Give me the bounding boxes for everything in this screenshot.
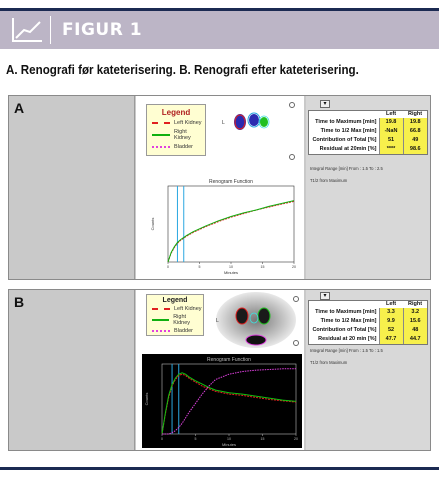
panel-b-viewer: Legend Left Kidney Right Kidney Bladder … (136, 290, 304, 450)
roi-label: L (216, 318, 219, 324)
series-line (161, 372, 297, 435)
panel-a: A Legend Left Kidney Right Kidney Bladde… (8, 95, 431, 280)
x-tick-label: 5 (195, 437, 197, 441)
table-row: Contribution of Total [%] 52 48 (309, 326, 427, 335)
panel-letter: B (14, 294, 25, 310)
chart-title: Renogram Function (207, 357, 251, 363)
x-axis-label: Minutes (224, 270, 238, 275)
x-tick-label: 15 (261, 437, 265, 441)
panel-letter: A (14, 100, 25, 116)
panel-b: B Legend Left Kidney Right Kidney Bladde… (8, 289, 431, 451)
x-tick-label: 10 (229, 265, 233, 269)
x-tick-label: 5 (199, 265, 201, 269)
legend-box: Legend Left Kidney Right Kidney Bladder (146, 104, 206, 156)
renogram-plot: Renogram Function Counts Minutes 0 5 10 15 20 (148, 176, 300, 276)
legend-box: Legend Left Kidney Right Kidney Bladder (146, 294, 204, 336)
x-tick-label: 20 (292, 265, 296, 269)
y-axis-label: Counts (144, 393, 149, 406)
panel-a-side: A (9, 96, 135, 279)
view-radio[interactable] (293, 340, 299, 346)
col-right-header: Right (403, 111, 427, 118)
kidney-scan-image: L (216, 292, 296, 348)
kidney-scan-image: L (222, 112, 270, 130)
panel-b-results-area: ▾ Left Right Time to Maximum [min] 3.3 3.2 … (306, 290, 430, 450)
x-axis-label: Minutes (222, 442, 236, 447)
t12-note: T1/2 from Maximum (310, 360, 348, 365)
panel-a-viewer: Legend Left Kidney Right Kidney Bladder … (136, 96, 304, 279)
series-line (167, 200, 295, 263)
figure-caption: A. Renografi før kateterisering. B. Reno… (6, 63, 359, 77)
view-radio[interactable] (289, 154, 295, 160)
x-tick-label: 0 (167, 265, 169, 269)
top-rule (0, 8, 439, 11)
integral-range-note: Integral Range [min] From : 1.5 To : 2.5 (310, 166, 383, 171)
col-right-header: Right (403, 301, 427, 308)
x-tick-label: 15 (261, 265, 265, 269)
col-left-header: Left (379, 111, 403, 118)
legend-title: Legend (162, 297, 188, 304)
x-tick-label: 0 (161, 437, 163, 441)
legend-entry: Left Kidney (147, 306, 203, 312)
renogram-chart-b: Renogram Function Counts Minutes 0 5 10 15 20 (142, 354, 302, 448)
table-row: Time to Maximum [min] 19.8 19.8 (309, 118, 427, 127)
renogram-chart-a: Renogram Function Counts Minutes 0 5 10 15 20 (148, 176, 300, 276)
y-axis-label: Counts (150, 218, 155, 231)
bottom-rule (0, 467, 439, 470)
results-table: Left Right Time to Maximum [min] 19.8 19.8 … (308, 110, 428, 155)
panel-b-side: B (9, 290, 135, 450)
table-row: Time to Maximum [min] 3.3 3.2 (309, 308, 427, 317)
legend-entry: Bladder (147, 144, 205, 150)
figure-title: FIGUR 1 (62, 20, 143, 40)
collapse-button[interactable]: ▾ (320, 292, 330, 300)
legend-entry: Bladder (147, 328, 203, 334)
legend-entry: Right Kidney (147, 129, 205, 141)
col-left-header: Left (379, 301, 403, 308)
header-divider (50, 16, 51, 44)
renogram-plot: Renogram Function Counts Minutes 0 5 10 15 20 (142, 354, 302, 448)
collapse-button[interactable]: ▾ (320, 100, 330, 108)
view-radio[interactable] (293, 296, 299, 302)
panel-a-results-area: ▾ Left Right Time to Maximum [min] 19.8 19.… (306, 96, 430, 279)
results-table: Left Right Time to Maximum [min] 3.3 3.2 Ti… (308, 300, 428, 345)
table-row: Time to 1/2 Max [min] 9.9 15.6 (309, 317, 427, 326)
figure-header (0, 11, 439, 49)
roi-label: L (222, 120, 225, 126)
integral-range-note: Integral Range [min] From : 1.5 To : 1.5 (310, 348, 383, 353)
table-row: Time to 1/2 Max [min] -NaN 66.8 (309, 127, 427, 136)
legend-entry: Right Kidney (147, 314, 203, 326)
series-line (162, 368, 296, 435)
legend-title: Legend (161, 108, 191, 117)
x-tick-label: 20 (294, 437, 298, 441)
chart-title: Renogram Function (209, 179, 253, 185)
chart-background (148, 176, 300, 276)
table-row: Residual at 20min [%] **** 98.6 (309, 145, 427, 154)
view-radio[interactable] (289, 102, 295, 108)
table-row: Residual at 20 min [%] 47.7 44.7 (309, 335, 427, 344)
chart-line-icon (12, 18, 42, 42)
x-tick-label: 10 (227, 437, 231, 441)
table-row: Contribution of Total [%] 51 49 (309, 136, 427, 145)
t12-note: T1/2 from Maximum (310, 178, 348, 183)
legend-entry: Left Kidney (147, 120, 205, 126)
